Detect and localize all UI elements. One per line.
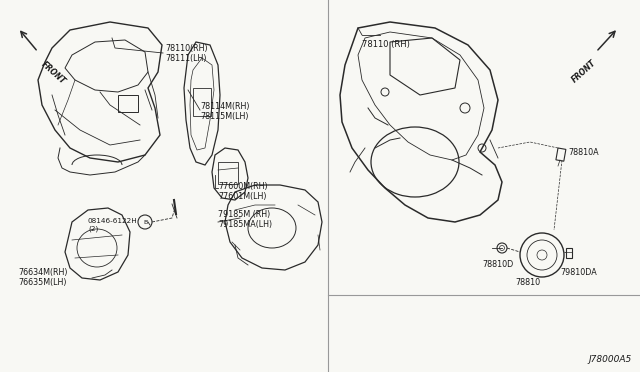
Text: 78810D: 78810D (482, 260, 513, 269)
Text: 76634M(RH)
76635M(LH): 76634M(RH) 76635M(LH) (18, 268, 67, 288)
Text: 08146-6122H
(2): 08146-6122H (2) (88, 218, 138, 231)
Text: 79185M (RH)
79185MA(LH): 79185M (RH) 79185MA(LH) (218, 210, 272, 230)
Text: 78810A: 78810A (568, 148, 598, 157)
Text: B: B (143, 219, 147, 224)
Text: J78000A5: J78000A5 (589, 355, 632, 364)
Bar (193, 88, 211, 116)
Text: 79810DA: 79810DA (560, 268, 596, 277)
Text: 78110 (RH): 78110 (RH) (362, 40, 410, 49)
Text: FRONT: FRONT (40, 60, 68, 86)
Text: 78114M(RH)
78115M(LH): 78114M(RH) 78115M(LH) (200, 102, 250, 121)
Bar (556, 148, 566, 161)
Text: 78110(RH)
78111(LH): 78110(RH) 78111(LH) (165, 44, 207, 63)
Text: 78810: 78810 (515, 278, 541, 287)
Bar (218, 162, 238, 184)
Text: 77600M(RH)
77601M(LH): 77600M(RH) 77601M(LH) (218, 182, 268, 201)
Bar (566, 248, 572, 258)
Text: FRONT: FRONT (570, 58, 598, 84)
